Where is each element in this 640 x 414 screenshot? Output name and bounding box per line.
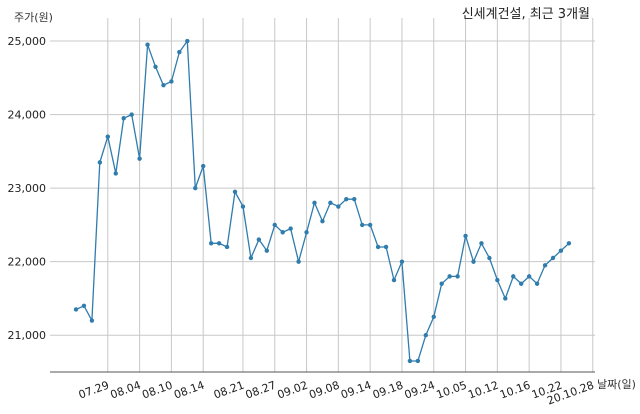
- data-point: [423, 333, 428, 338]
- data-point: [550, 255, 556, 261]
- data-point: [264, 248, 269, 253]
- y-tick-label: 22,000: [8, 256, 47, 269]
- data-point: [105, 134, 111, 139]
- data-point: [232, 189, 238, 195]
- data-point: [129, 112, 134, 117]
- data-point: [280, 230, 285, 235]
- chart-title: 신세계건설, 최근 3개월: [462, 7, 590, 22]
- data-point: [73, 307, 79, 312]
- data-point: [328, 200, 333, 206]
- data-point: [431, 314, 436, 320]
- data-point: [113, 171, 118, 176]
- x-axis-label: 날짜(일): [597, 377, 636, 391]
- data-point: [360, 222, 365, 228]
- data-point: [399, 259, 405, 264]
- data-point: [137, 156, 142, 161]
- x-tick-label: 10.12: [466, 379, 500, 402]
- x-tick-label: 10.16: [498, 379, 532, 402]
- x-tick-label: 08.10: [140, 379, 174, 402]
- data-point: [320, 219, 325, 224]
- x-tick-label: 09.02: [276, 379, 310, 402]
- x-tick-label: 08.14: [172, 379, 206, 402]
- data-point: [145, 42, 150, 47]
- y-axis-label: 주가(원): [14, 11, 53, 24]
- data-point: [558, 248, 564, 253]
- x-tick-label: 08.27: [244, 379, 278, 402]
- x-tick-label: 07.29: [77, 379, 111, 402]
- grid: [50, 18, 595, 372]
- data-point: [312, 200, 317, 206]
- y-tick-label: 23,000: [8, 182, 47, 195]
- data-point: [169, 79, 174, 84]
- data-point: [519, 281, 524, 286]
- series-line: [75, 39, 570, 362]
- data-point: [336, 204, 341, 209]
- data-point: [201, 163, 206, 169]
- y-tick-label: 25,000: [8, 35, 47, 48]
- data-point: [375, 244, 381, 250]
- x-tick-label: 10.05: [435, 379, 469, 402]
- data-point: [471, 259, 476, 264]
- data-point: [534, 281, 540, 286]
- price-series: [73, 38, 572, 364]
- data-point: [185, 38, 190, 44]
- data-point: [391, 277, 397, 283]
- data-point: [89, 318, 95, 323]
- data-point: [344, 196, 349, 202]
- data-point: [296, 259, 301, 264]
- data-point: [153, 64, 158, 69]
- data-point: [240, 204, 246, 209]
- data-point: [272, 222, 277, 228]
- data-point: [566, 241, 572, 246]
- y-tick-label: 21,000: [8, 329, 47, 342]
- data-point: [503, 296, 508, 301]
- data-point: [479, 241, 484, 246]
- data-point: [216, 241, 222, 246]
- data-point: [415, 358, 421, 364]
- data-point: [511, 274, 516, 279]
- data-point: [487, 255, 492, 261]
- data-point: [542, 263, 548, 268]
- data-point: [383, 244, 389, 250]
- data-point: [495, 277, 500, 283]
- data-point: [367, 222, 373, 228]
- data-point: [526, 274, 532, 279]
- x-tick-label: 09.18: [371, 379, 405, 402]
- data-point: [81, 303, 87, 309]
- data-point: [193, 185, 198, 191]
- y-tick-labels: 21,000 22,000 23,000 24,000 25,000: [8, 35, 47, 342]
- data-point: [407, 358, 413, 364]
- data-point: [248, 255, 254, 261]
- data-point: [97, 160, 103, 165]
- x-tick-label: 08.21: [212, 379, 246, 402]
- data-point: [161, 82, 166, 88]
- data-point: [224, 244, 230, 250]
- x-tick-label: 09.08: [307, 379, 341, 402]
- x-tick-label: 09.14: [339, 379, 373, 402]
- data-point: [304, 230, 309, 235]
- data-point: [352, 196, 357, 202]
- data-point: [455, 274, 460, 279]
- x-tick-label: 09.24: [403, 379, 437, 402]
- x-tick-label: 08.04: [109, 379, 143, 402]
- data-point: [177, 49, 182, 55]
- data-point: [208, 241, 214, 246]
- data-point: [256, 237, 262, 242]
- data-point: [463, 233, 468, 239]
- data-point: [288, 226, 293, 231]
- data-point: [439, 281, 444, 286]
- data-point: [121, 116, 126, 121]
- data-point: [447, 274, 452, 279]
- y-tick-label: 24,000: [8, 109, 47, 122]
